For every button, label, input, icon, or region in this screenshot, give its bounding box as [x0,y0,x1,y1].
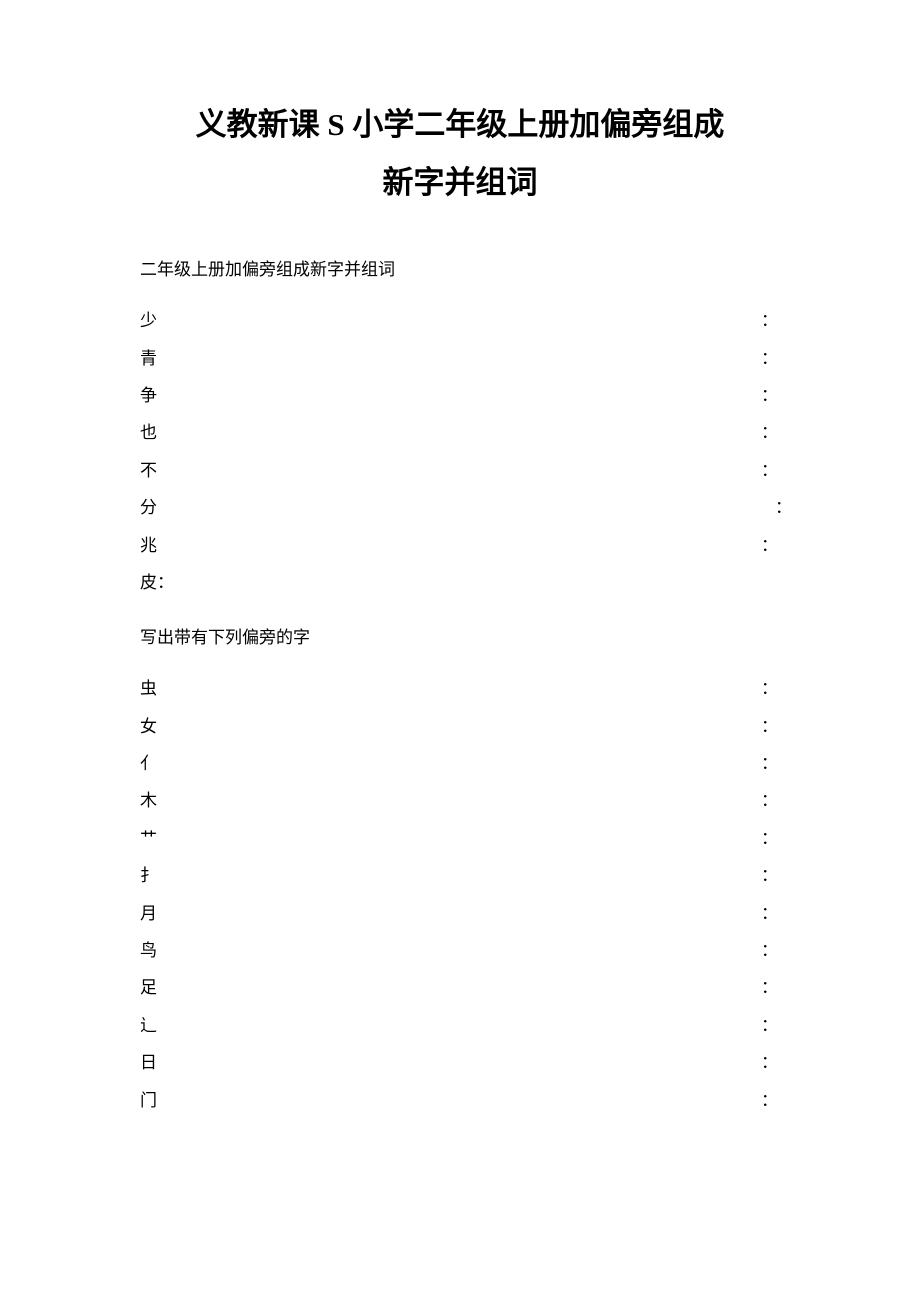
section1-item-char: 分 [140,489,157,526]
section2-subtitle: 写出带有下列偏旁的字 [140,623,780,648]
section2-item: 辶： [140,1007,780,1044]
section2-item-char: 木 [140,782,157,819]
section1-item: 少： [140,302,780,339]
section2-item: 日： [140,1044,780,1081]
section2-item: 亻： [140,745,780,782]
section2-item-colon: ： [761,1082,780,1119]
section1-item: 争： [140,377,780,414]
section2-item: 艹： [140,820,780,857]
section2-item: 月： [140,895,780,932]
section1-item-char: 也 [140,414,157,451]
section2-list: 虫：女：亻：木：艹：扌：月：鸟：足：辶：日：门： [140,670,780,1119]
section1-item-colon: ： [761,452,780,489]
section1-item: 分： [140,489,780,526]
section2-item-char: 女 [140,708,157,745]
section2-item-char: 足 [140,969,157,1006]
section2-item-char: 门 [140,1082,157,1119]
section2-item-char: 虫 [140,670,157,707]
document-title: 义教新课 S 小学二年级上册加偏旁组成 新字并组词 [140,100,780,207]
section2-item: 门： [140,1082,780,1119]
section2-item-colon: ： [761,969,780,1006]
section1-list: 少：青：争：也：不：分：兆： [140,302,780,564]
section2-item-colon: ： [761,820,780,857]
section2-item-char: 艹 [140,820,157,857]
section1-item-colon: ： [761,414,780,451]
section1-item-colon: ： [761,302,780,339]
section2-item-char: 日 [140,1044,157,1081]
title-line-2: 新字并组词 [140,158,780,208]
section2-item-colon: ： [761,1007,780,1044]
section1-item-char: 不 [140,452,157,489]
section2-item-char: 扌 [140,857,157,894]
section2-item-colon: ： [761,745,780,782]
section2-item-colon: ： [761,670,780,707]
section1-item: 青： [140,340,780,377]
section2-item: 虫： [140,670,780,707]
section2-item-colon: ： [761,895,780,932]
section1-item: 不： [140,452,780,489]
section1-subtitle: 二年级上册加偏旁组成新字并组词 [140,255,780,280]
section2-item: 女： [140,708,780,745]
section1-item-colon: ： [761,527,780,564]
section1-item: 兆： [140,527,780,564]
section2-item-char: 月 [140,895,157,932]
section1-item-colon: ： [775,489,792,526]
section2-item-colon: ： [761,857,780,894]
section2-item-colon: ： [761,1044,780,1081]
section2-item-char: 鸟 [140,932,157,969]
section1-item-colon: ： [761,377,780,414]
section2-item-colon: ： [761,782,780,819]
section1-item-colon: ： [761,340,780,377]
section1-item-char: 争 [140,377,157,414]
section2-item-colon: ： [761,932,780,969]
title-line-1: 义教新课 S 小学二年级上册加偏旁组成 [140,100,780,150]
section2-item-colon: ： [761,708,780,745]
section2-item: 足： [140,969,780,1006]
section2-item-char: 辶 [140,1007,157,1044]
section2-item: 木： [140,782,780,819]
section2-item: 鸟： [140,932,780,969]
section1-item-char: 兆 [140,527,157,564]
section1-item-char: 少 [140,302,157,339]
section1-item-char: 青 [140,340,157,377]
section2-item-char: 亻 [140,745,157,782]
section2-item: 扌： [140,857,780,894]
section1-item: 也： [140,414,780,451]
section1-last-item: 皮： [140,564,780,601]
